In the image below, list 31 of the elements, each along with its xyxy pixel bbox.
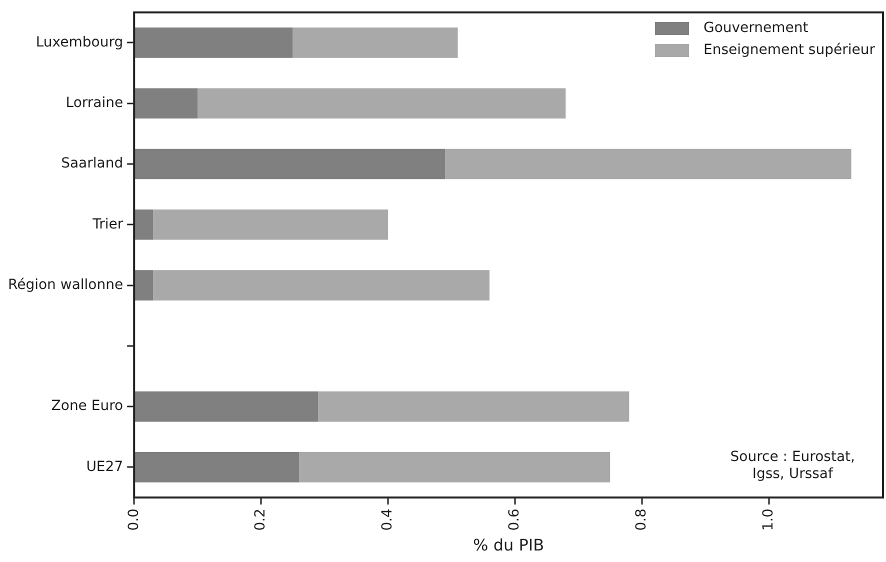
bar <box>134 209 154 240</box>
bar <box>134 148 446 180</box>
bar <box>134 270 154 300</box>
y-tick-label: Zone Euro <box>51 398 124 414</box>
y-tick-label: Luxembourg <box>36 34 124 50</box>
y-tick-label: Trier <box>92 216 124 232</box>
y-tick-label: Lorraine <box>66 95 124 112</box>
annotation: Source : Eurostat, Igss, Urssaf <box>730 448 855 484</box>
bar <box>134 88 198 119</box>
bar <box>134 391 318 422</box>
x-tick-label: 0.8 <box>633 508 650 531</box>
x-tick-label: 0.6 <box>506 508 523 531</box>
bar <box>299 452 610 482</box>
bar <box>153 270 490 300</box>
legend-label: Gouvernement <box>703 20 808 36</box>
y-tick-label: UE27 <box>86 458 124 475</box>
x-tick-label: 1.0 <box>760 508 776 531</box>
x-tick-label: 0.2 <box>252 508 269 531</box>
legend-label: Enseignement supérieur <box>703 42 875 58</box>
bar <box>445 148 852 180</box>
bar <box>134 452 300 482</box>
y-tick-label: Saarland <box>61 156 124 172</box>
y-tick-label: Région wallonne <box>8 276 124 293</box>
x-tick-label: 0.4 <box>380 508 396 531</box>
x-axis-title: % du PIB <box>473 536 544 555</box>
bar <box>198 88 566 119</box>
x-tick-label: 0.0 <box>126 508 142 531</box>
bar <box>134 28 293 58</box>
bar <box>292 28 458 58</box>
bar <box>153 209 388 240</box>
bar <box>318 391 630 422</box>
